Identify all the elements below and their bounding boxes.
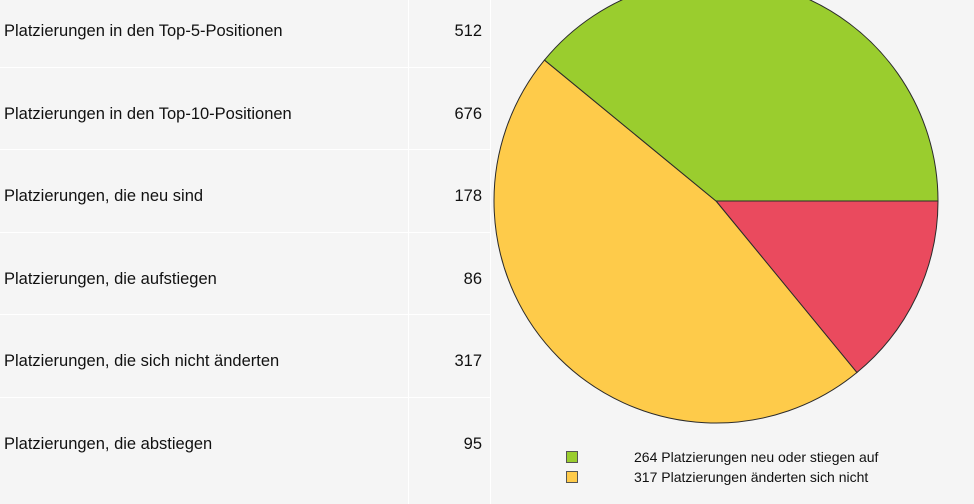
- legend-swatch: [566, 471, 578, 483]
- legend-label: 264 Platzierungen neu oder stiegen auf: [634, 449, 879, 465]
- stats-row-value: 86: [463, 270, 482, 288]
- stats-row-label: Platzierungen, die sich nicht änderten: [4, 352, 280, 370]
- pie-chart: [493, 0, 939, 424]
- stats-row-unchanged: Platzierungen, die sich nicht änderten 3…: [0, 314, 490, 397]
- column-divider: [408, 0, 409, 504]
- legend-item-unchanged: 317 Platzierungen änderten sich nicht: [566, 468, 966, 488]
- stats-row-value: 512: [454, 22, 482, 40]
- stats-row-rising: Platzierungen, die aufstiegen 86: [0, 232, 490, 315]
- legend-swatch: [566, 451, 578, 463]
- stats-row-value: 178: [454, 187, 482, 205]
- stats-row-new: Platzierungen, die neu sind 178: [0, 149, 490, 232]
- stats-row-label: Platzierungen, die neu sind: [4, 187, 204, 205]
- stats-row-value: 95: [463, 435, 482, 453]
- stats-row-label: Platzierungen in den Top-5-Positionen: [4, 22, 283, 40]
- stats-row-value: 676: [454, 105, 482, 123]
- pie-slice-unchanged: [493, 59, 858, 424]
- stats-table: Platzierungen in den Top-5-Positionen 51…: [0, 0, 491, 504]
- stats-row-label: Platzierungen in den Top-10-Positionen: [4, 105, 292, 123]
- stats-row-label: Platzierungen, die aufstiegen: [4, 270, 217, 288]
- stats-row-falling: Platzierungen, die abstiegen 95: [0, 397, 490, 480]
- legend-label: 317 Platzierungen änderten sich nicht: [634, 469, 869, 485]
- pie-slice-falling: [714, 200, 939, 374]
- pie-slice-rising: [543, 0, 939, 202]
- chart-legend: 264 Platzierungen neu oder stiegen auf 3…: [566, 448, 966, 488]
- stats-row-top10: Platzierungen in den Top-10-Positionen 6…: [0, 67, 490, 150]
- stats-row-value: 317: [454, 352, 482, 370]
- stats-row-top5: Platzierungen in den Top-5-Positionen 51…: [0, 0, 490, 67]
- column-divider: [490, 0, 491, 504]
- legend-item-rising: 264 Platzierungen neu oder stiegen auf: [566, 448, 966, 468]
- stats-row-label: Platzierungen, die abstiegen: [4, 435, 213, 453]
